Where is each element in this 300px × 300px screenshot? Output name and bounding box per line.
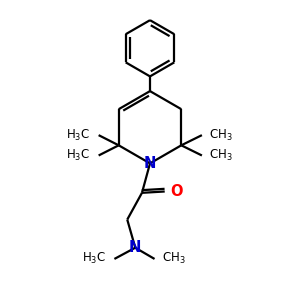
Text: N: N [144,156,156,171]
Text: CH$_3$: CH$_3$ [209,128,233,143]
Text: CH$_3$: CH$_3$ [162,251,186,266]
Text: N: N [129,240,142,255]
Text: H$_3$C: H$_3$C [67,128,91,143]
Text: H$_3$C: H$_3$C [67,148,91,163]
Text: O: O [170,184,183,199]
Text: CH$_3$: CH$_3$ [209,148,233,163]
Text: H$_3$C: H$_3$C [82,251,106,266]
